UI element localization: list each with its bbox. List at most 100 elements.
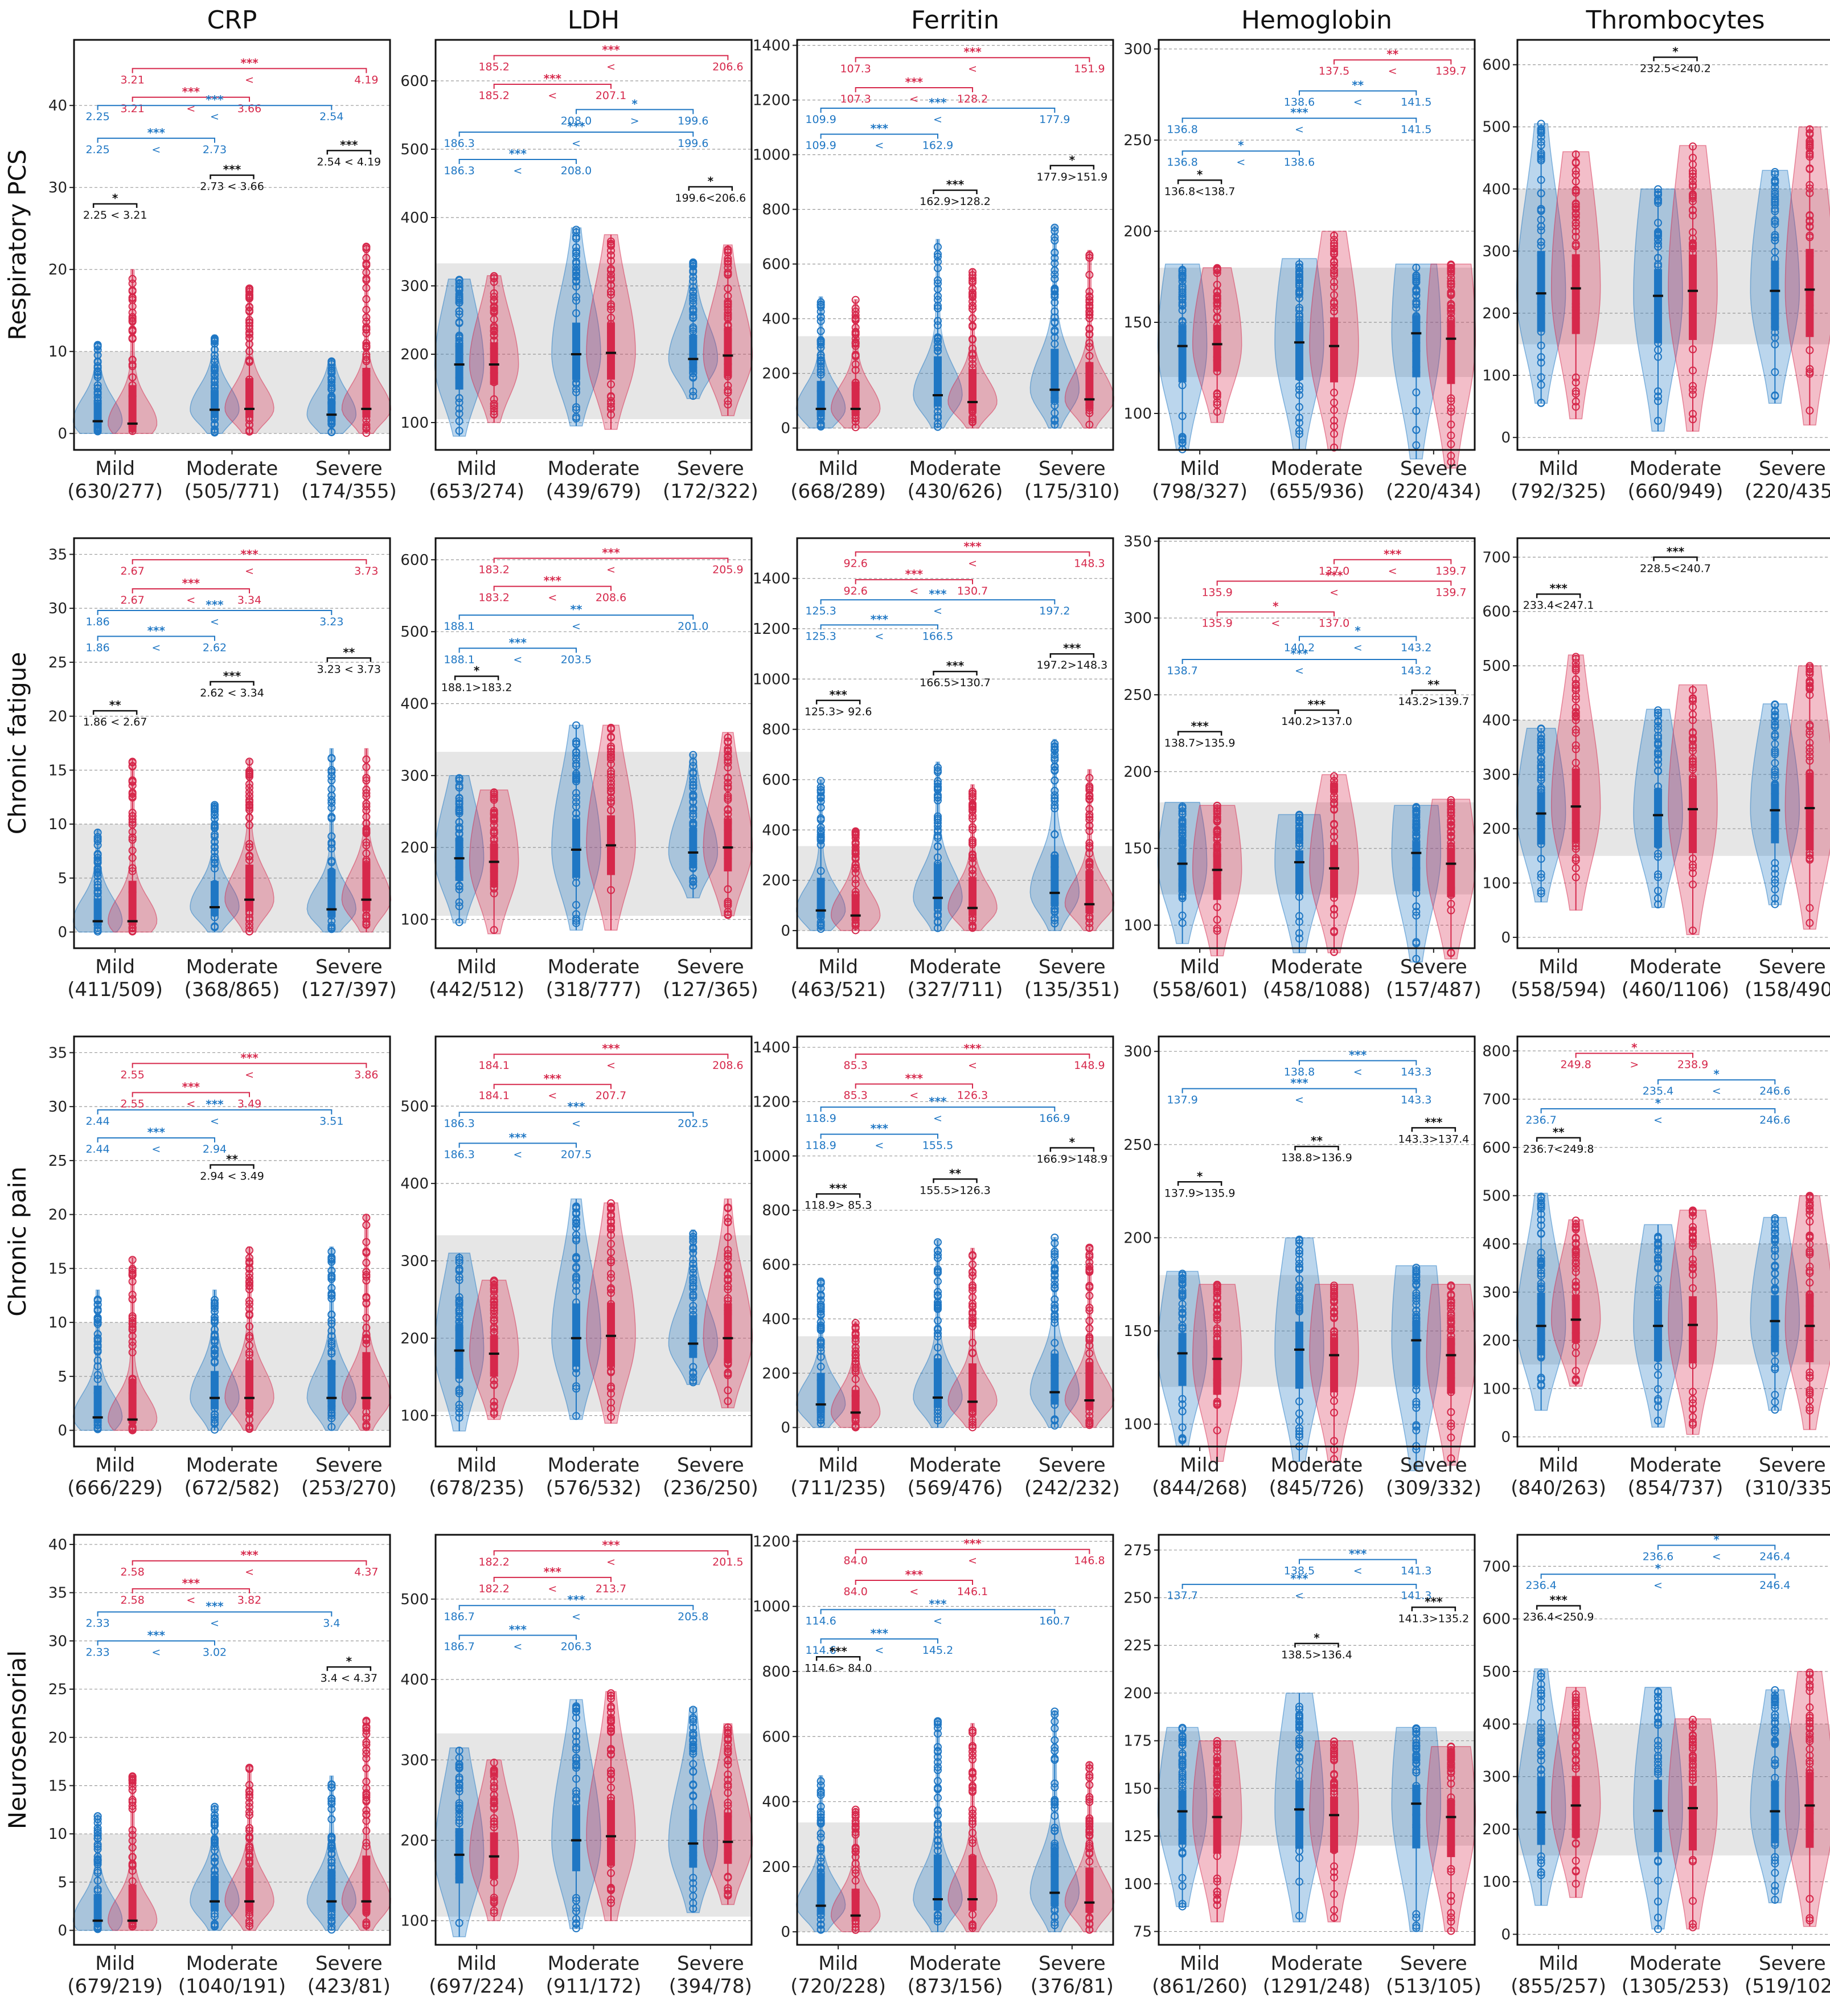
y-tick-label: 1400 bbox=[753, 38, 790, 55]
iqr-box bbox=[1213, 325, 1221, 372]
iqr-box bbox=[689, 1315, 697, 1358]
group-count-label: (310/335) bbox=[1745, 1477, 1830, 1499]
x-category-label: Mild bbox=[95, 1952, 135, 1975]
data-point bbox=[607, 287, 616, 296]
iqr-box bbox=[724, 818, 732, 872]
pair-comparison-label: 228.5<240.7 bbox=[1640, 562, 1711, 575]
data-point bbox=[816, 300, 825, 309]
comparison-operator: < bbox=[245, 1566, 254, 1579]
data-point bbox=[362, 268, 371, 277]
data-point bbox=[245, 330, 254, 338]
y-tick-label: 1000 bbox=[753, 671, 790, 688]
group-count-label: (792/325) bbox=[1511, 480, 1606, 503]
group-count-label: (666/229) bbox=[67, 1477, 163, 1499]
data-point bbox=[362, 339, 371, 347]
data-point bbox=[210, 337, 219, 346]
iqr-box bbox=[1295, 321, 1303, 380]
data-point bbox=[816, 327, 825, 335]
y-tick-label: 300 bbox=[1123, 610, 1152, 627]
iqr-box bbox=[933, 864, 942, 909]
median-left-label: 183.2 bbox=[478, 563, 509, 576]
comparison-operator: < bbox=[875, 630, 884, 642]
iqr-box bbox=[724, 1303, 732, 1363]
reference-range-band bbox=[74, 351, 390, 434]
x-category-label: Moderate bbox=[186, 956, 278, 978]
iqr-box bbox=[1330, 1337, 1339, 1392]
y-tick-label: 20 bbox=[48, 261, 67, 278]
median-right-label: 3.23 bbox=[319, 616, 343, 628]
x-category-label: Mild bbox=[95, 457, 135, 480]
comparison-operator: < bbox=[968, 1059, 977, 1072]
comparison-operator: < bbox=[548, 592, 557, 604]
data-point bbox=[607, 305, 616, 314]
x-category-label: Mild bbox=[1180, 1454, 1220, 1477]
iqr-box bbox=[1412, 315, 1421, 378]
significance-stars: *** bbox=[1325, 569, 1343, 583]
median-left-label: 236.7 bbox=[1525, 1114, 1556, 1126]
y-tick-label: 1400 bbox=[753, 571, 790, 588]
median-right-label: 3.73 bbox=[354, 565, 378, 577]
data-point bbox=[816, 338, 825, 347]
median-left-label: 125.3 bbox=[805, 605, 836, 617]
data-point bbox=[572, 380, 580, 388]
data-point bbox=[455, 298, 463, 307]
comparison-operator: < bbox=[909, 1089, 918, 1101]
data-point bbox=[851, 350, 860, 359]
data-point bbox=[210, 370, 219, 379]
y-tick-label: 400 bbox=[1482, 712, 1511, 729]
pair-comparison-label: 2.54 < 4.19 bbox=[317, 155, 381, 168]
group-count-label: (558/601) bbox=[1152, 978, 1248, 1001]
significance-stars: *** bbox=[929, 1095, 947, 1108]
comparison-operator: < bbox=[186, 594, 195, 607]
iqr-box bbox=[1178, 325, 1187, 383]
significance-stars: *** bbox=[602, 43, 620, 57]
comparison-operator: < bbox=[1653, 1114, 1663, 1126]
significance-stars: *** bbox=[1191, 719, 1209, 733]
y-tick-label: 700 bbox=[1482, 1091, 1511, 1108]
y-tick-label: 15 bbox=[48, 1777, 67, 1794]
significance-stars: * bbox=[1713, 1067, 1720, 1081]
data-point bbox=[724, 397, 732, 405]
significance-stars: *** bbox=[509, 147, 527, 161]
y-tick-label: 35 bbox=[48, 546, 67, 563]
y-tick-label: 200 bbox=[400, 1330, 429, 1347]
data-point bbox=[455, 427, 463, 435]
significance-stars: ** bbox=[571, 603, 582, 616]
y-tick-label: 0 bbox=[781, 420, 790, 437]
median-right-label: 141.5 bbox=[1401, 96, 1431, 109]
data-point bbox=[851, 360, 860, 368]
data-point bbox=[490, 331, 498, 340]
median-right-label: 3.49 bbox=[237, 1098, 261, 1111]
median-left-label: 137.9 bbox=[1167, 1094, 1197, 1107]
comparison-operator: < bbox=[548, 1089, 557, 1102]
data-point bbox=[245, 358, 254, 366]
data-point bbox=[93, 425, 102, 434]
data-point bbox=[362, 350, 371, 359]
y-tick-label: 10 bbox=[48, 343, 67, 360]
significance-stars: ** bbox=[1352, 79, 1364, 92]
significance-stars: *** bbox=[544, 574, 562, 588]
pair-comparison-label: 143.3>137.4 bbox=[1398, 1133, 1469, 1145]
y-tick-label: 250 bbox=[1123, 1137, 1152, 1154]
significance-stars: *** bbox=[147, 624, 166, 637]
y-tick-label: 0 bbox=[58, 425, 67, 442]
data-point bbox=[210, 355, 219, 363]
comparison-operator: < bbox=[875, 140, 884, 152]
comparison-operator: < bbox=[186, 1594, 195, 1607]
significance-stars: *** bbox=[963, 1042, 982, 1055]
y-tick-label: 400 bbox=[400, 696, 429, 713]
comparison-operator: < bbox=[1330, 587, 1339, 599]
median-right-label: 207.5 bbox=[561, 1148, 592, 1161]
median-right-label: 130.7 bbox=[957, 585, 988, 597]
iqr-box bbox=[1330, 317, 1339, 383]
pair-comparison-label: 236.7<249.8 bbox=[1523, 1143, 1594, 1155]
median-left-label: 2.67 bbox=[121, 565, 145, 577]
y-tick-label: 0 bbox=[1501, 1429, 1511, 1446]
median-left-label: 138.7 bbox=[1167, 665, 1197, 677]
data-point bbox=[210, 339, 219, 348]
data-point bbox=[816, 303, 825, 312]
group-count-label: (309/332) bbox=[1386, 1477, 1482, 1499]
